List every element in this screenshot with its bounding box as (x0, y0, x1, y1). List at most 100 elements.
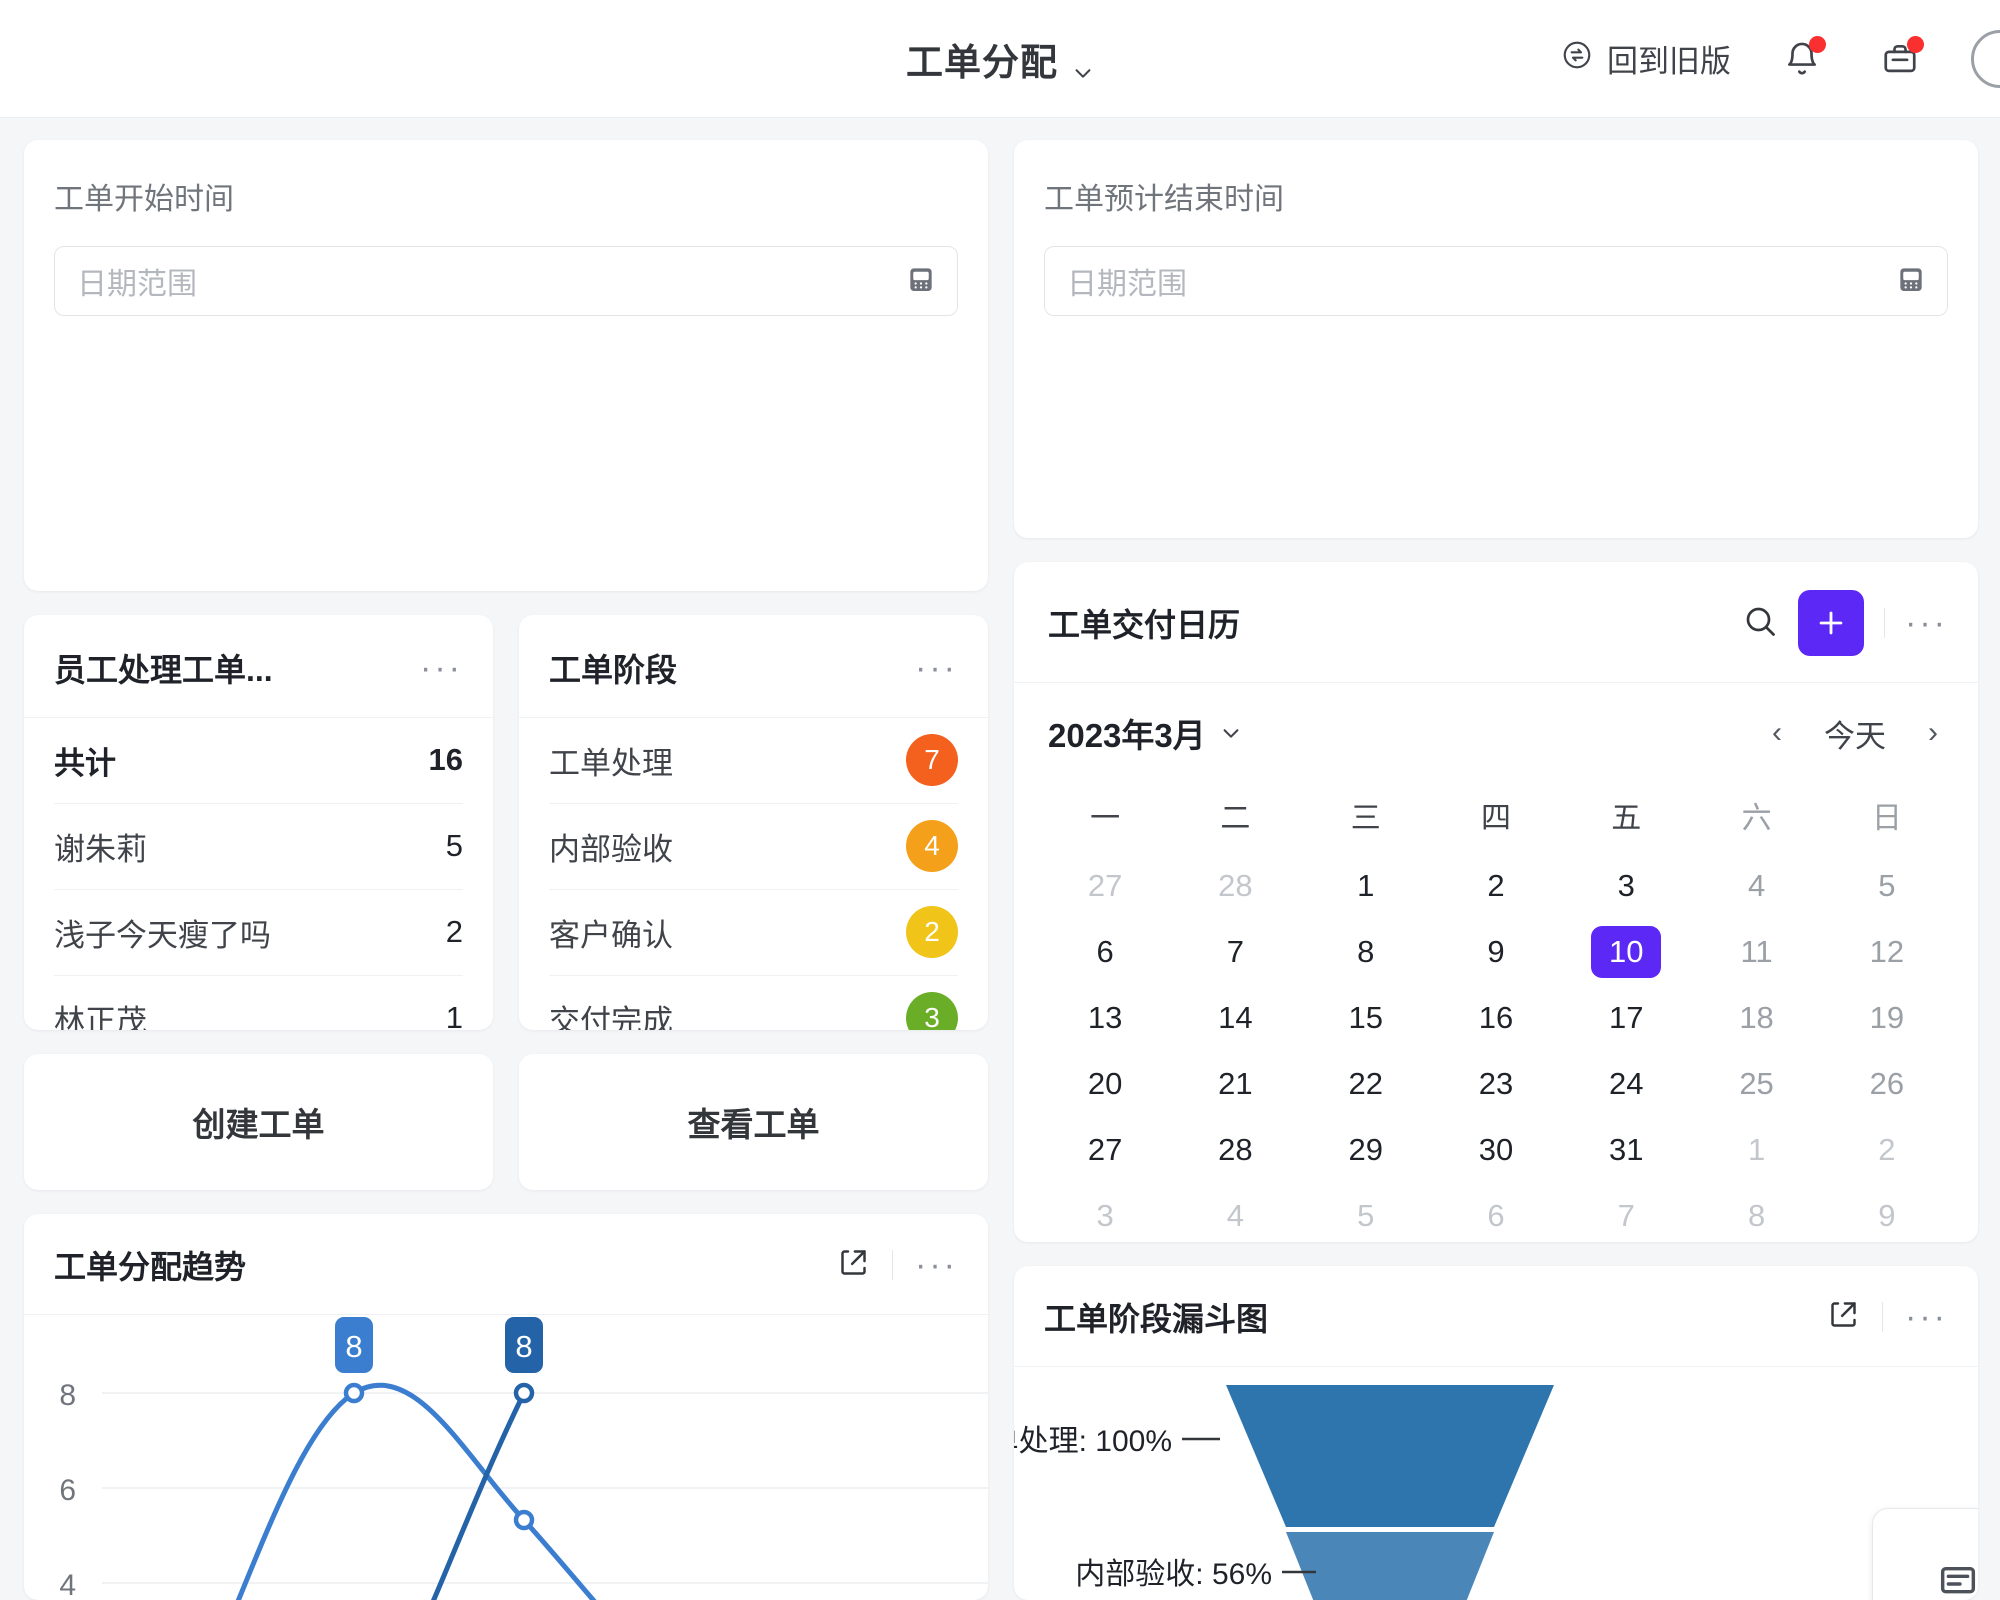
calendar-day-cell[interactable]: 24 (1561, 1055, 1691, 1113)
calendar-day-cell[interactable]: 18 (1691, 989, 1821, 1047)
stage-card-more-button[interactable]: ··· (915, 648, 958, 687)
calendar-day-number[interactable]: 3 (1617, 868, 1635, 903)
calendar-day-number[interactable]: 2 (1487, 868, 1505, 903)
calendar-day-number[interactable]: 9 (1487, 934, 1505, 969)
calendar-day-cell[interactable]: 27 (1040, 857, 1170, 915)
calendar-day-cell[interactable]: 19 (1822, 989, 1952, 1047)
calendar-day-cell[interactable]: 25 (1691, 1055, 1821, 1113)
view-ticket-button[interactable]: 查看工单 (519, 1053, 988, 1190)
calendar-day-number[interactable]: 17 (1609, 1000, 1644, 1035)
calendar-day-cell[interactable]: 15 (1301, 989, 1431, 1047)
calendar-day-number[interactable]: 24 (1609, 1066, 1644, 1101)
calendar-day-cell[interactable]: 12 (1822, 923, 1952, 981)
calendar-day-number[interactable]: 23 (1478, 1066, 1514, 1101)
calendar-day-cell[interactable]: 7 (1561, 1187, 1691, 1242)
calendar-day-cell[interactable]: 28 (1170, 857, 1300, 915)
calendar-day-cell[interactable]: 9 (1822, 1187, 1952, 1242)
calendar-day-number[interactable]: 6 (1096, 934, 1114, 969)
calendar-month-selector[interactable]: 2023年3月 (1048, 709, 1242, 757)
calendar-day-number[interactable]: 30 (1478, 1132, 1514, 1167)
calendar-day-cell[interactable]: 31 (1561, 1121, 1691, 1179)
calendar-icon[interactable] (1895, 263, 1927, 300)
notifications-button[interactable] (1775, 32, 1829, 86)
trend-chart-more-button[interactable]: ··· (915, 1245, 958, 1284)
calendar-day-cell[interactable]: 3 (1040, 1187, 1170, 1242)
create-ticket-button[interactable]: 创建工单 (24, 1053, 493, 1190)
list-item[interactable]: 林正茂 1 (54, 976, 463, 1030)
calendar-day-cell[interactable]: 28 (1170, 1121, 1300, 1179)
calendar-day-number[interactable]: 11 (1740, 934, 1773, 969)
calendar-day-number[interactable]: 2 (1878, 1132, 1896, 1167)
calendar-day-cell[interactable]: 27 (1040, 1121, 1170, 1179)
start-date-range-input[interactable]: 日期范围 (54, 246, 958, 316)
calendar-day-cell[interactable]: 2 (1431, 857, 1561, 915)
calendar-day-cell[interactable]: 6 (1040, 923, 1170, 981)
calendar-day-cell[interactable]: 4 (1170, 1187, 1300, 1242)
calendar-day-number[interactable]: 20 (1087, 1066, 1123, 1101)
calendar-day-cell[interactable]: 7 (1170, 923, 1300, 981)
calendar-day-cell[interactable]: 30 (1431, 1121, 1561, 1179)
calendar-day-number[interactable]: 4 (1747, 868, 1766, 903)
calendar-day-number[interactable]: 7 (1226, 934, 1245, 969)
calendar-day-cell[interactable]: 1 (1301, 857, 1431, 915)
end-date-range-input[interactable]: 日期范围 (1044, 246, 1948, 316)
calendar-day-cell[interactable]: 21 (1170, 1055, 1300, 1113)
list-item[interactable]: 浅子今天瘦了吗 2 (54, 890, 463, 976)
calendar-day-number[interactable]: 16 (1478, 1000, 1514, 1035)
calendar-day-cell[interactable]: 26 (1822, 1055, 1952, 1113)
calendar-day-number[interactable]: 28 (1218, 868, 1253, 903)
calendar-day-cell[interactable]: 10 (1561, 923, 1691, 981)
list-item[interactable]: 客户确认 2 (549, 890, 958, 976)
calendar-day-number[interactable]: 28 (1218, 1132, 1253, 1167)
workbench-button[interactable] (1873, 32, 1927, 86)
calendar-day-cell[interactable]: 14 (1170, 989, 1300, 1047)
calendar-icon[interactable] (905, 263, 937, 300)
calendar-day-number[interactable]: 5 (1357, 1198, 1375, 1233)
calendar-day-cell[interactable]: 29 (1301, 1121, 1431, 1179)
calendar-day-number[interactable]: 4 (1226, 1198, 1245, 1233)
calendar-day-number[interactable]: 3 (1096, 1198, 1114, 1233)
list-item[interactable]: 交付完成 3 (549, 976, 958, 1030)
calendar-more-button[interactable]: ··· (1905, 604, 1948, 642)
calendar-day-cell[interactable]: 8 (1301, 923, 1431, 981)
calendar-day-number[interactable]: 31 (1609, 1132, 1644, 1167)
calendar-day-number[interactable]: 12 (1869, 934, 1905, 969)
list-item[interactable]: 工单处理 7 (549, 718, 958, 804)
calendar-day-number[interactable]: 22 (1348, 1066, 1383, 1101)
external-link-icon[interactable] (837, 1246, 870, 1284)
calendar-day-cell[interactable]: 16 (1431, 989, 1561, 1047)
search-icon[interactable] (1742, 603, 1778, 644)
calendar-day-cell[interactable]: 8 (1691, 1187, 1821, 1242)
page-title-dropdown[interactable]: 工单分配 (906, 32, 1094, 86)
calendar-day-number[interactable]: 5 (1878, 868, 1896, 903)
calendar-day-cell[interactable]: 9 (1431, 923, 1561, 981)
external-link-icon[interactable] (1827, 1298, 1860, 1336)
calendar-day-number[interactable]: 1 (1747, 1132, 1766, 1167)
back-to-old-version-button[interactable]: 回到旧版 (1561, 36, 1731, 81)
list-item[interactable]: 内部验收 4 (549, 804, 958, 890)
calendar-day-number[interactable]: 1 (1357, 868, 1375, 903)
calendar-day-cell[interactable]: 1 (1691, 1121, 1821, 1179)
calendar-day-number[interactable]: 8 (1747, 1198, 1766, 1233)
calendar-day-number[interactable]: 27 (1087, 868, 1123, 903)
list-item[interactable]: 谢朱莉 5 (54, 804, 463, 890)
calendar-day-number[interactable]: 15 (1348, 1000, 1383, 1035)
calendar-prev-button[interactable]: ‹ (1772, 716, 1782, 749)
calendar-day-number[interactable]: 18 (1739, 1000, 1774, 1035)
calendar-day-number[interactable]: 29 (1348, 1132, 1383, 1167)
calendar-day-cell[interactable]: 2 (1822, 1121, 1952, 1179)
employee-card-more-button[interactable]: ··· (420, 648, 463, 687)
calendar-day-selected[interactable]: 10 (1591, 926, 1662, 978)
calendar-day-cell[interactable]: 5 (1822, 857, 1952, 915)
floating-corner-widget[interactable] (1872, 1508, 1978, 1600)
calendar-day-number[interactable]: 14 (1218, 1000, 1253, 1035)
calendar-today-button[interactable]: 今天 (1824, 718, 1886, 754)
calendar-day-number[interactable]: 19 (1869, 1000, 1905, 1035)
calendar-day-number[interactable]: 25 (1739, 1066, 1774, 1101)
calendar-day-cell[interactable]: 23 (1431, 1055, 1561, 1113)
calendar-day-cell[interactable]: 4 (1691, 857, 1821, 915)
calendar-day-number[interactable]: 6 (1487, 1198, 1505, 1233)
list-item[interactable]: 共计 16 (54, 718, 463, 804)
calendar-day-number[interactable]: 8 (1357, 934, 1375, 969)
calendar-day-cell[interactable]: 22 (1301, 1055, 1431, 1113)
